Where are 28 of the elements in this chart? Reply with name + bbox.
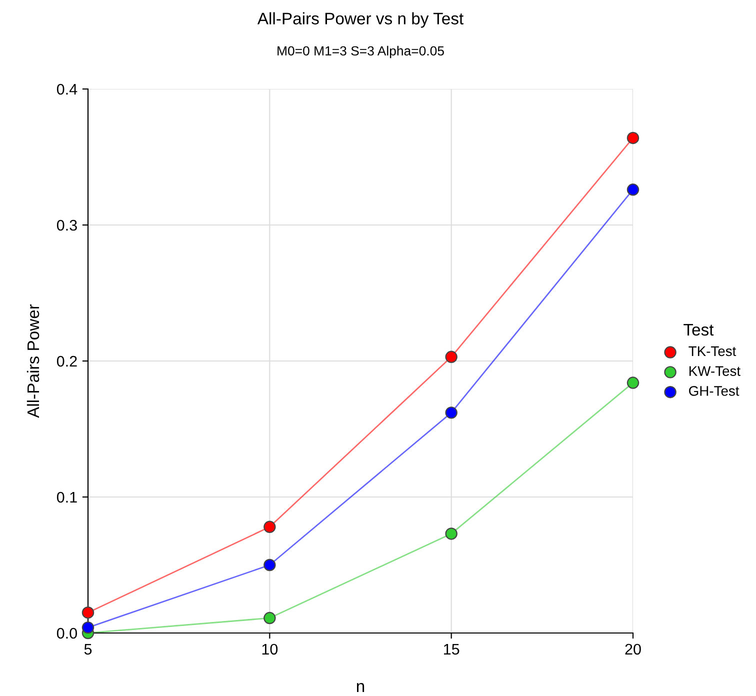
legend-label: KW-Test <box>689 366 740 376</box>
point <box>264 612 276 624</box>
x-tick-label: 20 <box>625 644 641 655</box>
y-tick-label: 0.1 <box>56 492 77 503</box>
chart-title: All-Pairs Power vs n by Test <box>257 12 464 28</box>
legend-label: GH-Test <box>689 386 740 396</box>
point <box>445 406 458 419</box>
x-tick-label: 5 <box>84 644 92 655</box>
legend-label: TK-Test <box>688 346 736 356</box>
point <box>445 350 458 364</box>
point <box>264 558 276 572</box>
y-tick-label: 0.2 <box>56 356 77 367</box>
y-tick-label: 0.3 <box>56 220 77 231</box>
y-tick-label: 0.4 <box>56 84 78 95</box>
point <box>626 132 640 144</box>
point <box>626 376 640 389</box>
point <box>82 621 94 634</box>
point <box>445 528 458 540</box>
x-axis-title: n <box>356 682 364 692</box>
y-tick-label: 0.0 <box>56 628 77 639</box>
point <box>82 606 94 619</box>
point <box>626 184 640 196</box>
y-axis-title: All-Pairs Power <box>26 304 40 418</box>
x-tick-label: 10 <box>262 644 278 655</box>
chart-subtitle: M0=0 M1=3 S=3 Alpha=0.05 <box>278 46 444 58</box>
legend-title: Test <box>684 324 714 336</box>
point <box>264 520 276 534</box>
x-tick-label: 15 <box>444 644 460 655</box>
